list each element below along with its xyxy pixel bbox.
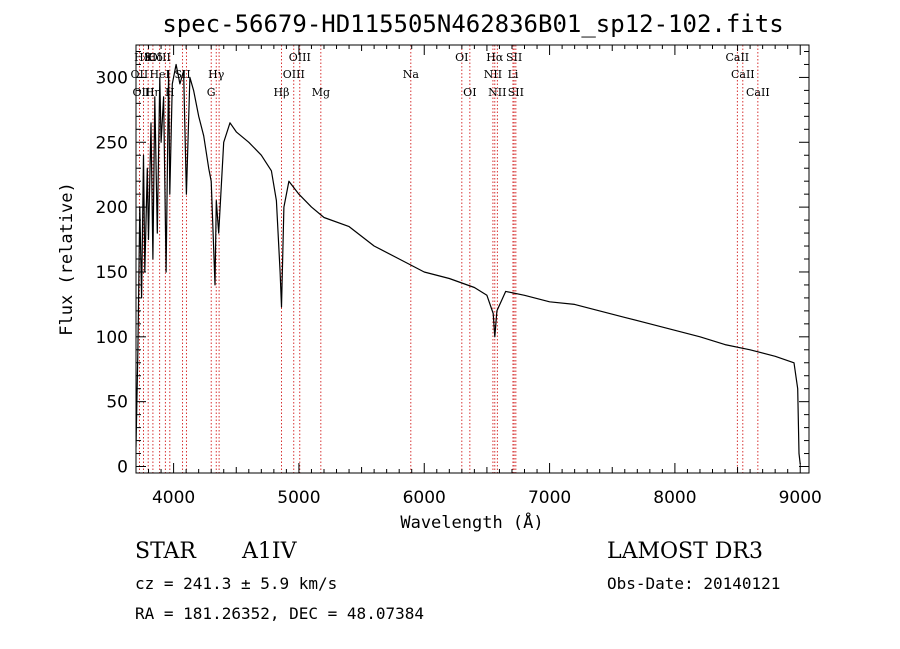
line-marker-label: Hδ [147,51,164,64]
y-tick-label: 200 [96,198,128,218]
y-tick-label: 0 [117,458,128,478]
x-tick-label: 5000 [277,488,320,508]
line-marker-label: CaII [746,86,770,99]
spectrum-line [136,63,801,464]
line-marker-label: K [144,51,153,64]
sky-coordinates: RA = 181.26352, DEC = 48.07384 [135,604,424,623]
line-marker-label: OIII [289,51,311,64]
line-marker-label: Hγ [208,68,225,81]
line-marker-label: OII [131,68,149,81]
line-marker-label: OI [455,51,468,64]
line-marker-label: HeI [149,68,169,81]
observation-date: Obs-Date: 20140121 [607,574,781,593]
line-marker-label: SII [506,51,522,64]
line-marker-label: Hη [145,86,161,99]
y-tick-label: 100 [96,328,128,348]
chart-title: spec-56679-HD115505N462836B01_sp12-102.f… [162,10,783,38]
x-tick-label: 7000 [528,488,571,508]
x-tick-label: 8000 [653,488,696,508]
line-marker-label: OI [463,86,476,99]
x-tick-label: 9000 [779,488,822,508]
line-marker-label: OIII [132,86,154,99]
line-marker-label: Hα [486,51,504,64]
line-marker-label: Mg [312,86,330,99]
line-marker-label: CaII [725,51,749,64]
line-marker-label: G [207,86,216,99]
line-marker-label: OIII [283,68,305,81]
x-tick-label: 6000 [403,488,446,508]
y-axis-label: Flux (relative) [57,182,77,336]
x-axis-label: Wavelength (Å) [400,511,543,533]
redshift-value: cz = 241.3 ± 5.9 km/s [135,574,338,593]
line-marker-label: NII [484,68,502,81]
line-marker-label: SII [508,86,524,99]
y-tick-label: 250 [96,133,128,153]
x-tick-label: 4000 [152,488,195,508]
object-subclass: A1IV [242,539,297,564]
line-marker-label: OIII [149,51,171,64]
line-marker-label: NII [488,86,506,99]
line-marker-label: Hβ [274,86,290,99]
survey-name: LAMOST DR3 [607,539,763,564]
object-class: STAR [135,539,196,564]
line-marker-label: CaII [731,68,755,81]
plot-frame [135,44,810,474]
y-tick-label: 150 [96,263,128,283]
line-marker-label: Na [403,68,420,81]
line-marker-label: Li [508,68,519,81]
line-marker-label: H [165,86,175,99]
y-tick-label: 300 [96,68,128,88]
line-marker-label: Hδ [134,51,151,64]
y-tick-label: 50 [106,393,128,413]
